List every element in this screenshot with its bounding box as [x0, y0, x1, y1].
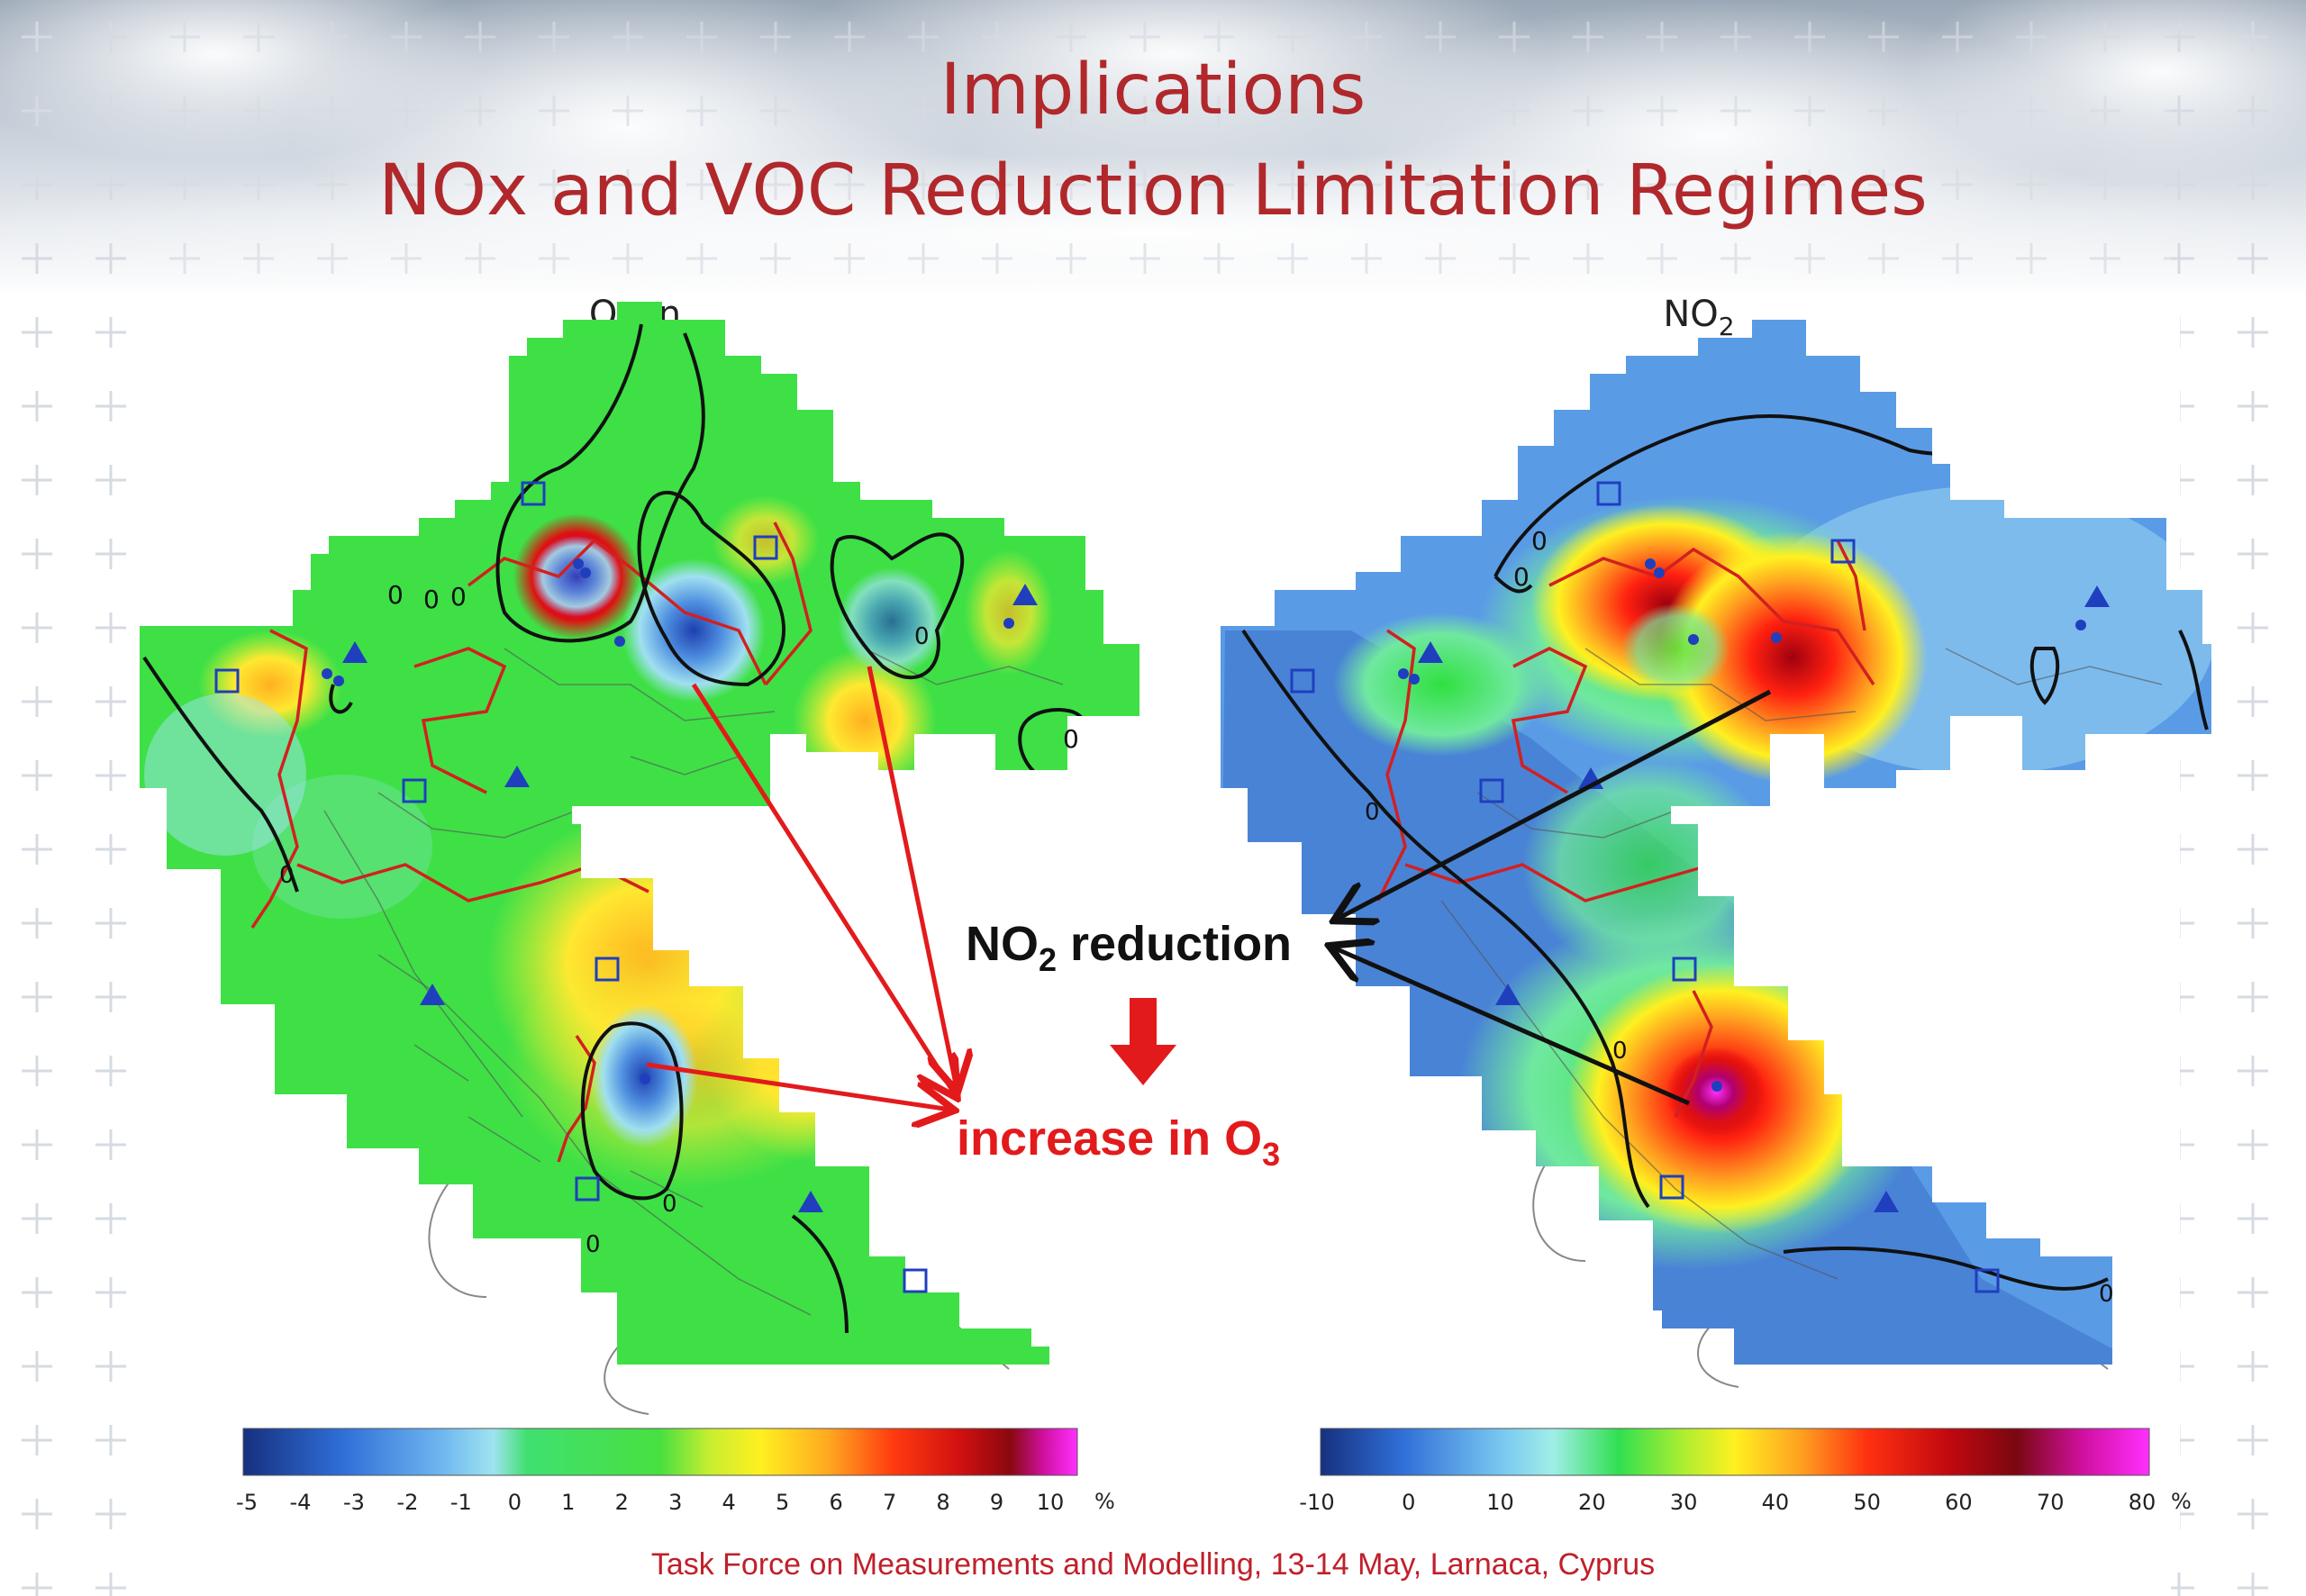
ozon-legend-tick: 2 — [615, 1490, 629, 1515]
title-line2: NOx and VOC Reduction Limitation Regimes — [378, 150, 1927, 231]
increase-o3-prefix: increase in O — [957, 1111, 1262, 1165]
ozon-legend-tick: -1 — [450, 1490, 472, 1515]
ozon-legend-tick: -3 — [343, 1490, 365, 1515]
contour-label: 0 — [2099, 1281, 2114, 1308]
ozon-legend-tick: 4 — [722, 1490, 736, 1515]
no2-legend-tick: 40 — [1762, 1490, 1790, 1515]
ozon-legend-tick: 0 — [508, 1490, 522, 1515]
contour-label: 0 — [1612, 1038, 1628, 1065]
ozon-legend-tick: 7 — [883, 1490, 896, 1515]
ozon-legend-tick: 3 — [668, 1490, 682, 1515]
station-squares — [1290, 481, 2000, 1293]
right-plus-pattern — [2171, 0, 2306, 1596]
no2-legend-tick: -10 — [1299, 1490, 1334, 1515]
contour-label: 0 — [1063, 724, 1079, 754]
ozon-legend-tick: -5 — [236, 1490, 258, 1515]
ozon-legend-ticks: -5 -4 -3 -2 -1 0 1 2 3 4 5 6 7 8 9 10 — [236, 1490, 1064, 1515]
no2-legend-tick: 50 — [1853, 1490, 1881, 1515]
contour-label: 0 — [450, 582, 467, 612]
contour-label: 0 — [1531, 526, 1548, 556]
ozon-legend-tick: 5 — [776, 1490, 789, 1515]
contour-label: 0 — [662, 1191, 677, 1218]
contour-label: 0 — [423, 585, 440, 614]
no2-legend-tick: 20 — [1578, 1490, 1606, 1515]
ozon-legend-tick: -2 — [396, 1490, 418, 1515]
ozon-legend-tick: 9 — [990, 1490, 1003, 1515]
no2-reduction-prefix: NO — [966, 917, 1039, 971]
ozon-legend-tick: 6 — [829, 1490, 842, 1515]
contour-label: 0 — [914, 623, 930, 650]
ozon-legend-tick: 8 — [936, 1490, 949, 1515]
ozon-legend-tick: 1 — [561, 1490, 575, 1515]
no2-legend-tick: 30 — [1670, 1490, 1698, 1515]
no2-legend-tick: 0 — [1402, 1490, 1415, 1515]
no2-reduction-suffix: reduction — [1057, 917, 1292, 971]
increase-o3-sub: 3 — [1262, 1136, 1280, 1173]
no2-legend-tick: 10 — [1486, 1490, 1514, 1515]
ozon-legend-unit: % — [1094, 1489, 1115, 1514]
no2-reduction-label: NO2 reduction — [966, 917, 1292, 978]
station-triangles — [342, 584, 1038, 1212]
no2-legend-tick: 70 — [2037, 1490, 2065, 1515]
contour-label: 0 — [1513, 562, 1530, 592]
footer-text: Task Force on Measurements and Modelling… — [651, 1547, 1655, 1582]
no2-legend-tick: 80 — [2129, 1490, 2156, 1515]
no2-reduction-sub: 2 — [1039, 941, 1057, 978]
no2-legend-unit: % — [2171, 1489, 2192, 1514]
no2-legend-ticks: -10 0 10 20 30 40 50 60 70 80 — [1299, 1490, 2156, 1515]
no2-legend-tick: 60 — [1945, 1490, 1973, 1515]
red-arrows — [646, 666, 957, 1110]
no2-color-legend — [1320, 1428, 2150, 1476]
ozon-legend-tick: 10 — [1037, 1490, 1065, 1515]
contour-label: 0 — [1365, 799, 1380, 826]
ozon-legend-tick: -4 — [289, 1490, 311, 1515]
station-squares — [214, 481, 928, 1293]
contour-label: 0 — [387, 580, 404, 610]
top-plus-pattern — [153, 0, 2171, 297]
title-line1: Implications — [940, 50, 1366, 131]
ozon-color-legend — [242, 1428, 1078, 1476]
black-arrows — [1333, 689, 1772, 1106]
contour-label: 0 — [279, 862, 295, 889]
contour-label: 0 — [586, 1231, 601, 1258]
down-arrow-icon — [1110, 998, 1176, 1085]
left-plus-pattern — [0, 0, 153, 1596]
station-dots — [322, 558, 1014, 1084]
right-map-label-main: NO — [1663, 294, 1718, 335]
station-dots — [1398, 558, 2086, 1092]
increase-o3-label: increase in O3 — [957, 1111, 1280, 1173]
right-map-label: NO2 — [1663, 294, 1734, 341]
right-map-label-sub: 2 — [1719, 312, 1735, 341]
